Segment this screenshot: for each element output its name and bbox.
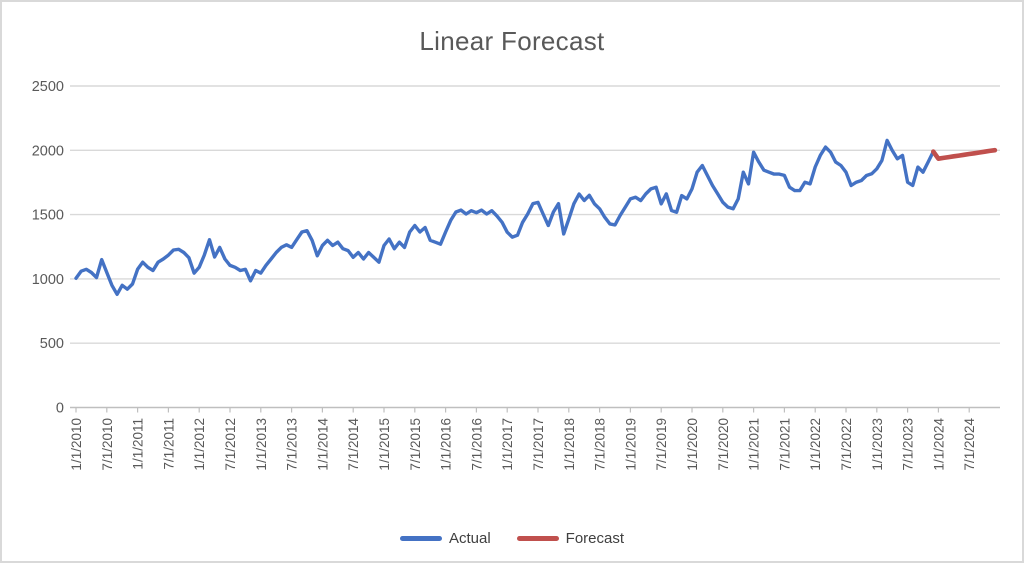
data-series [74, 138, 998, 296]
y-tick-label: 2000 [32, 143, 64, 159]
legend-label-forecast: Forecast [565, 530, 625, 547]
legend-item-actual: Actual [399, 530, 491, 547]
x-tick-label: 7/1/2024 [962, 418, 977, 471]
x-axis-labels: 1/1/2010 7/1/2010 1/1/2011 7/1/2011 1/1/2012… [69, 418, 977, 471]
x-tick-label: 1/1/2018 [562, 418, 577, 471]
x-tick-label: 7/1/2017 [531, 418, 546, 471]
x-tick-label: 1/1/2015 [377, 418, 392, 471]
x-axis [70, 406, 1000, 413]
x-tick-label: 1/1/2019 [623, 418, 638, 471]
x-tick-label: 1/1/2020 [685, 418, 700, 471]
x-tick-label: 1/1/2024 [931, 418, 946, 471]
x-tick-label: 7/1/2016 [469, 418, 484, 471]
x-tick-label: 7/1/2015 [408, 418, 423, 471]
y-tick-label: 500 [40, 336, 64, 352]
y-tick-label: 1000 [32, 272, 64, 288]
forecast-line-swatch [516, 536, 559, 541]
x-tick-label: 1/1/2023 [870, 418, 885, 471]
legend-item-forecast: Forecast [516, 530, 625, 547]
x-tick-label: 1/1/2012 [192, 418, 207, 471]
x-tick-label: 7/1/2020 [716, 418, 731, 471]
x-tick-label: 7/1/2012 [223, 418, 238, 471]
x-tick-label: 1/1/2013 [254, 418, 269, 471]
forecast-line [930, 147, 998, 161]
legend: Actual Forecast [2, 530, 1022, 547]
y-tick-label: 2500 [32, 79, 64, 95]
x-tick-label: 1/1/2014 [315, 418, 330, 471]
x-tick-label: 1/1/2016 [439, 418, 454, 471]
actual-line-swatch [399, 536, 442, 541]
y-tick-label: 1500 [32, 208, 64, 224]
gridlines [70, 85, 1000, 344]
x-tick-label: 1/1/2010 [69, 418, 84, 471]
x-tick-label: 1/1/2011 [131, 418, 146, 470]
x-tick-label: 7/1/2014 [346, 418, 361, 471]
x-tick-label: 7/1/2023 [901, 418, 916, 471]
x-tick-label: 7/1/2019 [654, 418, 669, 471]
x-tick-label: 7/1/2018 [593, 418, 608, 471]
y-tick-label: 0 [56, 401, 64, 417]
x-tick-label: 7/1/2010 [100, 418, 115, 471]
x-tick-label: 1/1/2021 [747, 418, 762, 471]
x-tick-label: 1/1/2017 [500, 418, 515, 471]
x-tick-label: 7/1/2013 [285, 418, 300, 471]
x-tick-label: 7/1/2022 [839, 418, 854, 471]
legend-label-actual: Actual [448, 530, 491, 547]
chart-title: Linear Forecast [419, 26, 605, 56]
x-tick-label: 1/1/2022 [808, 418, 823, 471]
x-tick-label: 7/1/2021 [777, 418, 792, 471]
y-axis-labels: 0 500 1000 1500 2000 2500 [32, 79, 64, 417]
actual-line [74, 138, 935, 296]
x-tick-label: 7/1/2011 [161, 418, 176, 470]
